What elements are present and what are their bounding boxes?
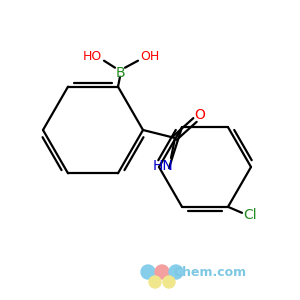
Circle shape bbox=[149, 276, 161, 288]
Text: B: B bbox=[115, 66, 125, 80]
Text: Cl: Cl bbox=[243, 208, 257, 222]
Circle shape bbox=[163, 276, 175, 288]
Text: Chem.com: Chem.com bbox=[173, 266, 247, 278]
Circle shape bbox=[141, 265, 155, 279]
Text: O: O bbox=[195, 108, 206, 122]
Circle shape bbox=[169, 265, 183, 279]
Circle shape bbox=[155, 265, 169, 279]
Text: HN: HN bbox=[153, 159, 173, 173]
Text: OH: OH bbox=[140, 50, 160, 63]
Text: HO: HO bbox=[82, 50, 102, 63]
